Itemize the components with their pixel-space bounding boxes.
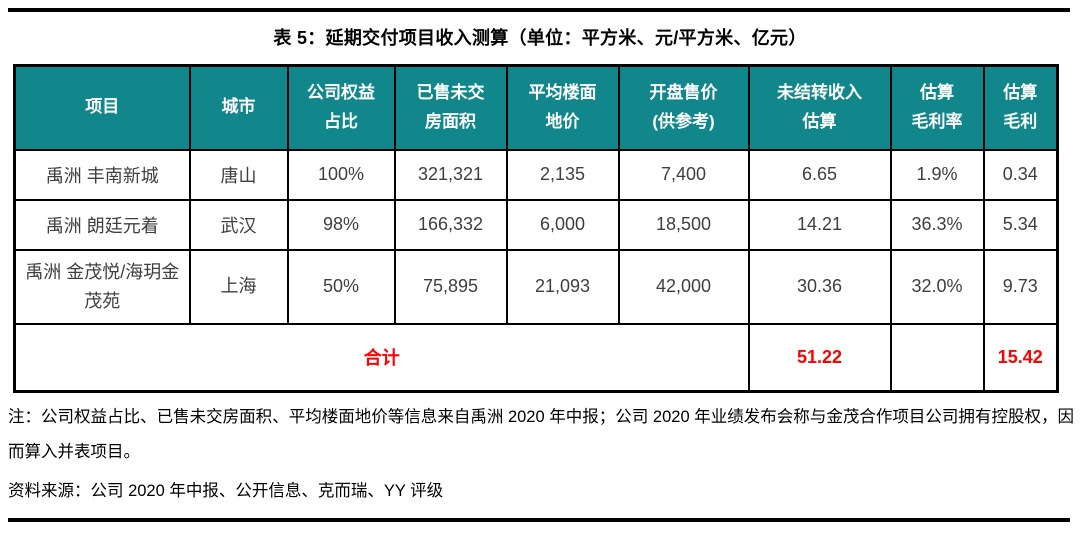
header-line: 估算	[802, 111, 837, 131]
income-table: 项目 城市 公司权益 占比 已售未交 房面积 平均楼面 地价	[13, 64, 1059, 393]
unsettled-revenue-cell: 6.65	[747, 148, 892, 201]
page-title: 表 5：延期交付项目收入测算（单位：平方米、元/平方米、亿元）	[273, 28, 807, 48]
total-unsettled-revenue-cell: 51.22	[747, 322, 892, 393]
table-row: 禹洲 丰南新城 唐山 100% 321,321 2,135 7,400 6.65…	[13, 148, 1059, 201]
header-line: (供参考)	[652, 111, 715, 131]
header-line: 平均楼面	[528, 82, 597, 102]
gross-margin-cell: 1.9%	[889, 148, 985, 201]
city-cell: 唐山	[188, 148, 289, 201]
sold-undelivered-area-cell: 321,321	[393, 148, 508, 201]
avg-floor-land-price-cell: 6,000	[505, 198, 620, 251]
note-text: 注：公司权益占比、已售未交房面积、平均楼面地价等信息来自禹洲 2020 年中报；…	[8, 408, 1074, 461]
project-cell: 禹洲 金茂悦/海玥金茂苑	[13, 248, 191, 325]
gross-margin-cell: 32.0%	[889, 248, 985, 325]
project-cell: 禹洲 丰南新城	[13, 148, 191, 201]
header-cell-city: 城市	[188, 64, 289, 151]
gross-margin-cell: 36.3%	[889, 198, 985, 251]
table-row: 禹洲 朗廷元着 武汉 98% 166,332 6,000 18,500 14.2…	[13, 198, 1059, 251]
header-line: 未结转收入	[777, 82, 862, 102]
header-line: 占比	[324, 111, 358, 131]
income-table-container: 项目 城市 公司权益 占比 已售未交 房面积 平均楼面 地价	[13, 64, 1059, 393]
total-label-cell: 合计	[13, 322, 750, 393]
header-line: 项目	[85, 97, 120, 117]
header-cell-equity-ratio: 公司权益 占比	[286, 64, 396, 151]
header-cell-unsettled-revenue: 未结转收入 估算	[747, 64, 892, 151]
equity-ratio-cell: 98%	[286, 198, 396, 251]
sold-undelivered-area-cell: 75,895	[393, 248, 508, 325]
header-cell-sold-undelivered-area: 已售未交 房面积	[393, 64, 508, 151]
table-row: 禹洲 金茂悦/海玥金茂苑 上海 50% 75,895 21,093 42,000…	[13, 248, 1059, 325]
bottom-rule	[8, 518, 1070, 522]
gross-profit-cell: 5.34	[982, 198, 1059, 251]
header-line: 已售未交	[416, 82, 485, 102]
total-gross-profit-cell: 15.42	[982, 322, 1059, 393]
city-cell: 上海	[188, 248, 289, 325]
header-line: 公司权益	[307, 82, 375, 102]
sold-undelivered-area-cell: 166,332	[393, 198, 508, 251]
header-line: 毛利率	[911, 111, 963, 131]
header-cell-project: 项目	[13, 64, 191, 151]
header-cell-gross-profit: 估算 毛利	[982, 64, 1059, 151]
equity-ratio-cell: 100%	[286, 148, 396, 201]
opening-price-cell: 7,400	[617, 148, 750, 201]
unsettled-revenue-cell: 30.36	[747, 248, 892, 325]
city-cell: 武汉	[188, 198, 289, 251]
gross-profit-cell: 0.34	[982, 148, 1059, 201]
header-line: 毛利	[1003, 111, 1038, 131]
unsettled-revenue-cell: 14.21	[747, 198, 892, 251]
header-cell-avg-floor-land-price: 平均楼面 地价	[505, 64, 620, 151]
total-row: 合计 51.22 15.42	[13, 322, 1059, 393]
header-cell-opening-price: 开盘售价 (供参考)	[617, 64, 750, 151]
header-line: 估算	[1003, 82, 1038, 102]
avg-floor-land-price-cell: 21,093	[505, 248, 620, 325]
opening-price-cell: 42,000	[617, 248, 750, 325]
top-rule	[8, 8, 1070, 12]
header-line: 地价	[545, 111, 580, 131]
gross-profit-cell: 9.73	[982, 248, 1059, 325]
table-header-row: 项目 城市 公司权益 占比 已售未交 房面积 平均楼面 地价	[13, 64, 1059, 151]
header-cell-gross-margin: 估算 毛利率	[889, 64, 985, 151]
equity-ratio-cell: 50%	[286, 248, 396, 325]
header-line: 房面积	[425, 111, 476, 131]
header-line: 估算	[920, 82, 954, 102]
source-text: 资料来源：公司 2020 年中报、公开信息、克而瑞、YY 评级	[8, 482, 444, 500]
total-gross-margin-cell	[889, 322, 985, 393]
project-cell: 禹洲 朗廷元着	[13, 198, 191, 251]
avg-floor-land-price-cell: 2,135	[505, 148, 620, 201]
header-line: 城市	[221, 97, 256, 117]
header-line: 开盘售价	[649, 82, 718, 102]
opening-price-cell: 18,500	[617, 198, 750, 251]
